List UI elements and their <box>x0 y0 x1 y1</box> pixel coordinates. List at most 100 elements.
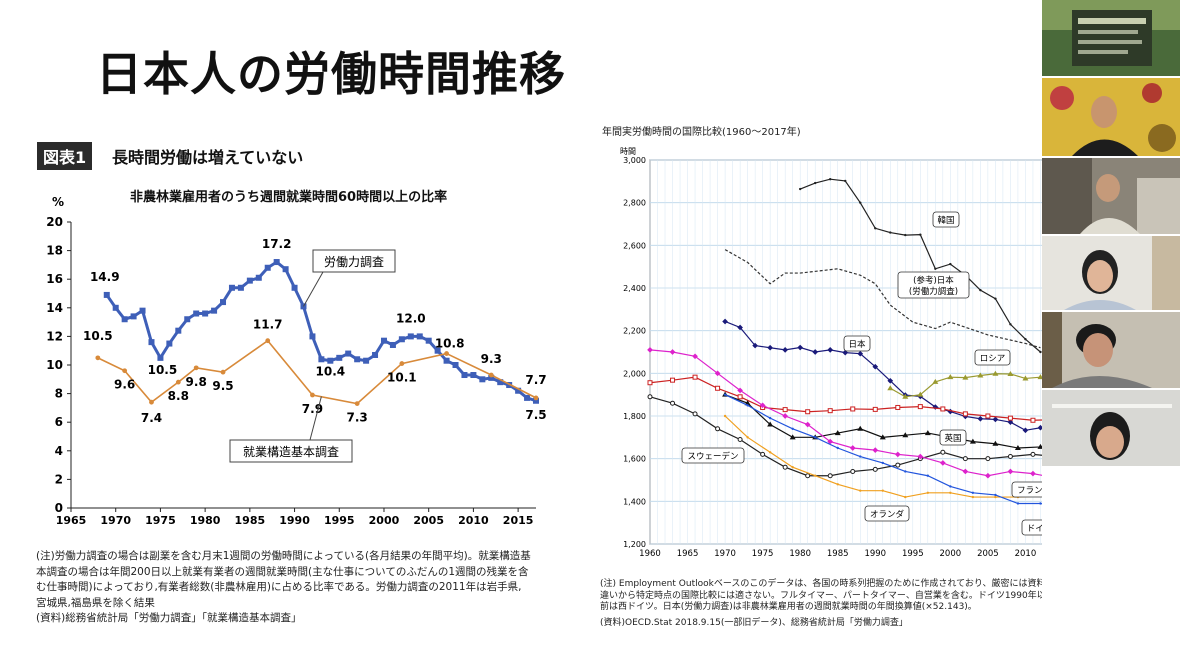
data-point-marker <box>1007 468 1014 475</box>
video-feed-image <box>1042 158 1180 234</box>
series-label-box-japan-labor-force-survey <box>897 271 970 299</box>
data-point-marker <box>488 372 494 378</box>
data-point-marker <box>220 299 227 306</box>
x-tick-label: 1990 <box>279 514 310 527</box>
y-tick-label: 20 <box>46 215 63 229</box>
callout-label-employment-structure-survey: 就業構造基本調査 <box>243 445 339 459</box>
y-tick-label: 18 <box>46 244 63 258</box>
y-tick-label: 2,400 <box>623 284 646 293</box>
data-point-marker <box>255 274 262 281</box>
x-tick-label: 1975 <box>752 549 774 559</box>
data-point-marker <box>895 462 901 468</box>
figure-caption: 長時間労働は増えていない <box>112 148 304 167</box>
y-tick-label: 2 <box>55 472 63 486</box>
x-tick-label: 2000 <box>940 549 962 559</box>
data-point-marker <box>746 404 749 407</box>
data-point-marker <box>859 201 862 204</box>
data-point-marker <box>902 432 909 438</box>
data-point-marker <box>714 370 721 377</box>
series-line-sweden <box>649 396 1042 477</box>
data-point-marker <box>737 394 743 400</box>
data-label: 7.4 <box>141 411 162 425</box>
right-chart-title: 年間実労働時間の国際比較(1960〜2017年) <box>602 127 801 138</box>
data-point-marker <box>971 495 975 499</box>
participant-tile-5[interactable] <box>1042 312 1180 388</box>
data-point-marker <box>149 399 154 405</box>
data-point-marker <box>318 356 325 363</box>
left-note-line: む仕事時間)によっており,有業者総数(非農林雇用)に占める比率である。労働力調査… <box>36 581 522 593</box>
data-point-marker <box>327 357 334 364</box>
data-point-marker <box>934 267 937 270</box>
y-axis-unit: % <box>52 195 64 209</box>
data-point-marker <box>836 446 839 450</box>
participant-tile-6[interactable] <box>1042 390 1180 466</box>
data-point-marker <box>193 310 200 317</box>
series-line-japan <box>724 320 1041 431</box>
callout-box <box>229 439 353 463</box>
data-point-marker <box>309 333 316 340</box>
data-point-marker <box>452 362 459 368</box>
data-point-marker <box>398 336 405 343</box>
data-point-marker <box>407 333 414 340</box>
x-tick-label: 1995 <box>324 514 355 527</box>
y-tick-label: 1,200 <box>623 540 646 549</box>
participant-tile-1[interactable] <box>1042 0 1180 76</box>
data-point-marker <box>1030 417 1036 423</box>
data-point-marker <box>479 376 486 383</box>
y-tick-label: 0 <box>55 501 63 515</box>
data-point-marker <box>425 337 432 344</box>
data-point-marker <box>971 491 975 494</box>
data-point-marker <box>813 181 817 185</box>
data-point-marker <box>282 266 289 273</box>
data-point-marker <box>859 489 862 492</box>
data-point-marker <box>752 342 758 349</box>
data-point-marker <box>947 374 954 380</box>
participant-tile-2[interactable] <box>1042 78 1180 156</box>
data-point-marker <box>264 264 271 271</box>
series-label-box-korea <box>932 211 960 228</box>
data-point-marker <box>805 409 811 415</box>
x-tick-label: 1985 <box>235 514 266 527</box>
data-point-marker <box>949 262 952 266</box>
data-point-marker <box>992 440 999 446</box>
data-point-marker <box>827 473 833 479</box>
data-point-marker <box>193 365 199 371</box>
data-point-marker <box>804 421 811 428</box>
data-point-marker <box>237 284 244 291</box>
data-point-marker <box>789 434 796 440</box>
data-label: 8.8 <box>168 389 189 403</box>
data-point-marker <box>715 426 721 432</box>
data-point-marker <box>985 413 991 419</box>
data-label: 10.5 <box>148 363 178 377</box>
data-point-marker <box>515 387 522 394</box>
series-label-russia: ロシア <box>980 354 1006 364</box>
series-label-sweden: スウェーデン <box>687 451 738 462</box>
participant-tile-4[interactable] <box>1042 236 1180 310</box>
data-point-marker <box>380 337 387 344</box>
data-point-marker <box>1037 443 1042 449</box>
participant-tile-3[interactable] <box>1042 158 1180 234</box>
video-feed-image <box>1042 312 1180 388</box>
data-label: 10.5 <box>83 329 113 343</box>
y-tick-label: 3,000 <box>623 156 646 165</box>
video-feed-image <box>1042 78 1180 156</box>
data-point-marker <box>130 313 137 320</box>
data-point-marker <box>879 434 886 440</box>
data-point-marker <box>962 411 968 417</box>
data-point-marker <box>813 474 817 477</box>
video-feed-image <box>1042 390 1180 466</box>
data-point-marker <box>1037 374 1042 380</box>
data-point-marker <box>887 377 894 384</box>
series-line-labor-force-survey <box>105 260 537 403</box>
series-label-germany: ドイツ <box>1027 524 1042 534</box>
data-point-marker <box>497 379 504 386</box>
data-point-marker <box>969 438 976 444</box>
data-label: 9.3 <box>481 352 502 366</box>
data-point-marker <box>1016 502 1020 505</box>
data-point-marker <box>857 350 864 357</box>
slide-title: 日本人の労働時間推移 <box>96 47 566 101</box>
x-tick-label: 2015 <box>503 514 534 527</box>
y-tick-label: 10 <box>46 358 63 372</box>
data-point-marker <box>175 327 182 334</box>
series-label-box-japan <box>843 335 871 352</box>
